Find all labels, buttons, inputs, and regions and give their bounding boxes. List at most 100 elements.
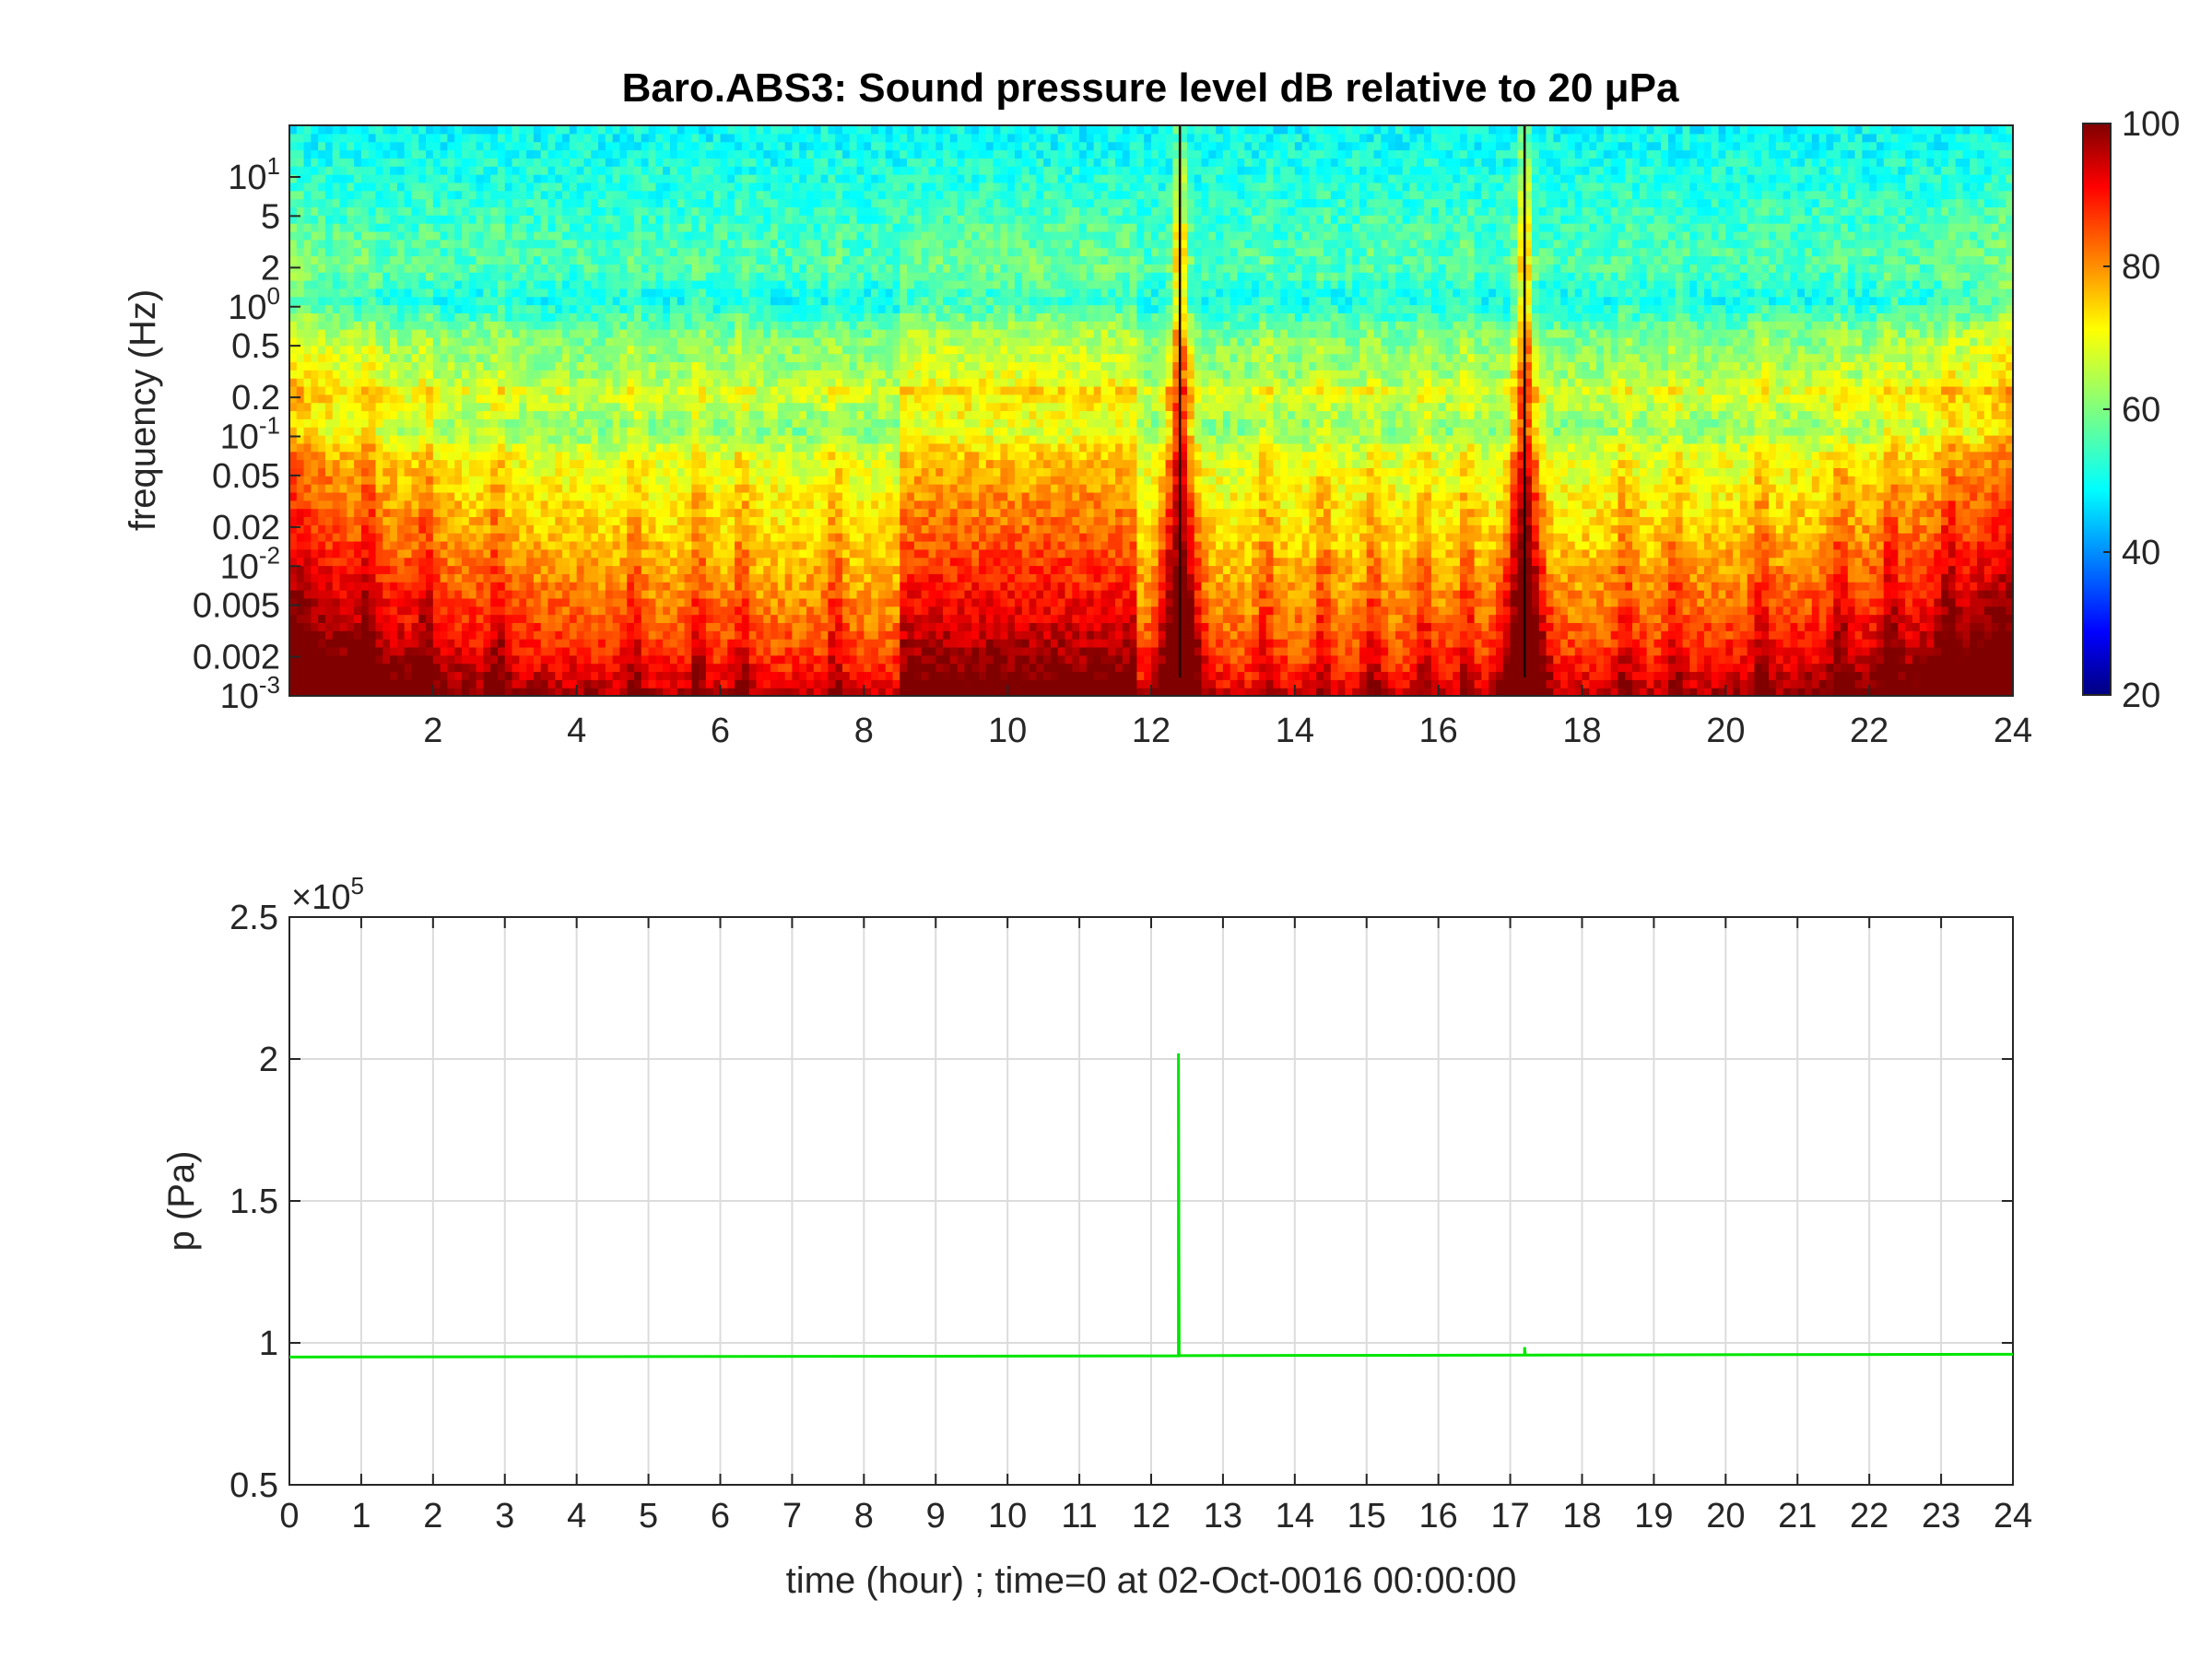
- spectrogram-cell: [454, 402, 463, 412]
- spectrogram-cell: [562, 149, 571, 159]
- spectrogram-cell: [699, 508, 707, 518]
- spectrogram-cell: [454, 312, 463, 322]
- spectrogram-cell: [483, 688, 491, 697]
- spectrogram-cell: [727, 402, 735, 412]
- spectrogram-cell: [691, 361, 700, 371]
- spectrogram-cell: [699, 125, 707, 135]
- spectrogram-cell: [289, 141, 298, 151]
- spectrogram-cell: [576, 410, 585, 419]
- spectrogram-cell: [354, 565, 362, 574]
- spectrogram-cell: [598, 158, 606, 167]
- spectrogram-cell: [583, 345, 592, 355]
- spectrogram-cell: [540, 533, 549, 542]
- spectrogram-cell: [648, 688, 656, 697]
- spectrogram-cell: [404, 206, 413, 216]
- spectrogram-cell: [311, 215, 319, 224]
- spectrogram-cell: [526, 435, 535, 444]
- spectrogram-cell: [799, 646, 807, 656]
- spectrogram-cell: [605, 272, 614, 281]
- spectrogram-cell: [727, 622, 735, 631]
- spectrogram-cell: [735, 654, 743, 665]
- spectrogram-cell: [332, 370, 341, 379]
- spectrogram-cell: [705, 451, 714, 461]
- spectrogram-cell: [390, 141, 398, 151]
- spectrogram-cell: [720, 215, 728, 224]
- spectrogram-cell: [748, 402, 758, 412]
- spectrogram-cell: [655, 166, 664, 175]
- spectrogram-cell: [311, 149, 319, 159]
- spectrogram-cell: [735, 370, 743, 379]
- spectrogram-cell: [648, 516, 656, 525]
- spectrogram-cell: [360, 198, 370, 208]
- spectrogram-cell: [296, 614, 305, 624]
- spectrogram-cell: [533, 230, 542, 241]
- spectrogram-cell: [447, 663, 455, 673]
- spectrogram-cell: [756, 688, 764, 697]
- spectrogram-cell: [576, 264, 585, 273]
- spectrogram-cell: [454, 345, 463, 355]
- spectrogram-cell: [462, 223, 470, 232]
- spectrogram-cell: [712, 679, 722, 688]
- spectrogram-cell: [311, 394, 319, 404]
- spectrogram-cell: [468, 149, 477, 159]
- spectrogram-cell: [691, 166, 700, 175]
- spectrogram-cell: [547, 239, 556, 249]
- spectrogram-cell: [490, 491, 499, 501]
- spectrogram-cell: [705, 394, 714, 404]
- spectrogram-cell: [756, 370, 764, 379]
- spectrogram-cell: [612, 622, 621, 631]
- spectrogram-cell: [741, 190, 750, 200]
- spectrogram-cell: [311, 508, 319, 518]
- spectrogram-cell: [712, 378, 722, 387]
- spectrogram-cell: [669, 622, 678, 631]
- spectrogram-cell: [347, 427, 355, 436]
- spectrogram-cell: [771, 190, 779, 200]
- spectrogram-cell: [404, 639, 413, 648]
- spectrogram-cell: [512, 198, 520, 208]
- spectrogram-cell: [432, 255, 441, 265]
- spectrogram-cell: [468, 484, 477, 493]
- spectrogram-cell: [512, 548, 520, 559]
- spectrogram-cell: [404, 451, 413, 461]
- spectrogram-cell: [476, 329, 484, 338]
- spectrogram-cell: [504, 427, 513, 436]
- spectrogram-cell: [318, 215, 326, 224]
- spectrogram-cell: [390, 516, 398, 525]
- spectrogram-cell: [347, 630, 355, 640]
- spectrogram-cell: [311, 166, 319, 175]
- spectrogram-cell: [576, 158, 585, 167]
- spectrogram-cell: [612, 345, 621, 355]
- spectrogram-cell: [390, 345, 398, 355]
- spectrogram-cell: [777, 264, 786, 273]
- spectrogram-cell: [591, 133, 599, 143]
- spectrogram-cell: [634, 671, 642, 680]
- spectrogram-cell: [375, 467, 383, 477]
- spectrogram-cell: [605, 418, 614, 428]
- spectrogram-cell: [324, 663, 334, 673]
- spectrogram-cell: [627, 166, 635, 175]
- spectrogram-cell: [763, 385, 771, 395]
- spectrogram-cell: [354, 427, 362, 436]
- spectrogram-cell: [490, 582, 499, 591]
- spectrogram-cell: [748, 442, 758, 453]
- spectrogram-cell: [533, 353, 542, 363]
- spectrogram-cell: [569, 141, 578, 151]
- spectrogram-cell: [476, 622, 484, 631]
- spectrogram-cell: [792, 370, 800, 379]
- spectrogram-cell: [627, 141, 635, 151]
- spectrogram-cell: [332, 500, 341, 510]
- spectrogram-cell: [547, 158, 556, 167]
- spectrogram-cell: [354, 182, 362, 192]
- spectrogram-cell: [382, 679, 391, 688]
- spectrogram-cell: [526, 174, 535, 183]
- spectrogram-cell: [289, 312, 298, 322]
- spectrogram-cell: [641, 679, 650, 688]
- spectrogram-title: Baro.ABS3: Sound pressure level dB relat…: [622, 65, 1679, 111]
- spectrogram-cell: [792, 255, 800, 265]
- spectrogram-cell: [468, 304, 477, 313]
- spectrogram-cell: [490, 385, 499, 395]
- spectrogram-cell: [705, 630, 714, 640]
- spectrogram-cell: [735, 614, 743, 624]
- spectrogram-cell: [562, 353, 571, 363]
- spectrogram-cell: [368, 663, 377, 673]
